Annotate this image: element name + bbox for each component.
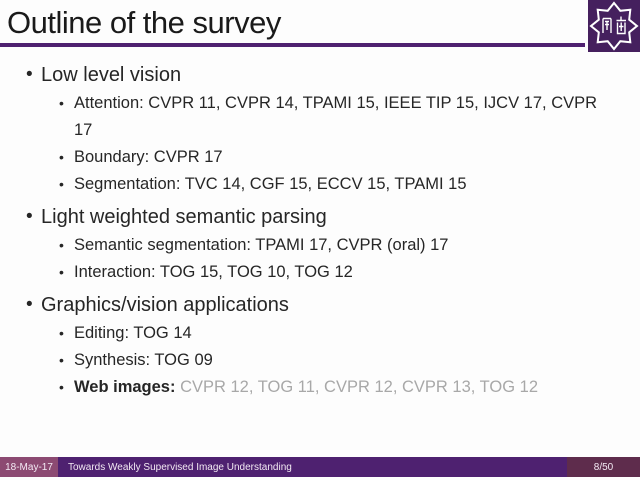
- bullet-text: Low level vision: [41, 64, 182, 86]
- bullet-item-level-2: • Editing: TOG 14: [0, 320, 640, 347]
- bullet-text: Light weighted semantic parsing: [41, 206, 327, 228]
- bullet-text: Interaction: TOG 15, TOG 10, TOG 12: [74, 263, 353, 281]
- muted-citations: CVPR 12, TOG 11, CVPR 12, CVPR 13, TOG 1…: [180, 378, 539, 396]
- bullet-text: Editing: TOG 14: [74, 324, 192, 342]
- bullet-text: Synthesis: TOG 09: [74, 351, 213, 369]
- bullet-item-level-2: • Boundary: CVPR 17: [0, 144, 640, 171]
- bullet-marker: •: [59, 325, 64, 341]
- bullet-marker: •: [59, 149, 64, 165]
- bullet-item-level-1: • Low level vision: [0, 60, 640, 90]
- bullet-text: Attention: CVPR 11, CVPR 14, TPAMI 15, I…: [74, 94, 598, 139]
- bullet-text: Boundary: CVPR 17: [74, 148, 223, 166]
- footer-bar: 18-May-17 Towards Weakly Supervised Imag…: [0, 457, 640, 477]
- bullet-marker: •: [59, 264, 64, 280]
- bullet-marker: •: [26, 294, 33, 315]
- bullet-item-level-2: • Segmentation: TVC 14, CGF 15, ECCV 15, …: [0, 171, 640, 198]
- bullet-item-level-2: • Attention: CVPR 11, CVPR 14, TPAMI 15, …: [0, 90, 640, 144]
- bullet-marker: •: [59, 379, 64, 395]
- bullet-marker: •: [59, 237, 64, 253]
- footer-date: 18-May-17: [0, 457, 58, 477]
- bullet-item-level-2: • Web images: CVPR 12, TOG 11, CVPR 12, C…: [0, 374, 640, 401]
- footer-deck-title: Towards Weakly Supervised Image Understa…: [58, 457, 567, 477]
- bullet-marker: •: [59, 352, 64, 368]
- bullet-item-level-1: • Light weighted semantic parsing: [0, 202, 640, 232]
- slide-title: Outline of the survey: [7, 5, 281, 40]
- nankai-university-logo-icon: [588, 0, 640, 52]
- title-underline: [0, 43, 585, 47]
- octagram-emblem-icon: [589, 1, 639, 51]
- bullet-text: Web images: CVPR 12, TOG 11, CVPR 12, CV…: [74, 378, 539, 396]
- bullet-text: Segmentation: TVC 14, CGF 15, ECCV 15, T…: [74, 175, 467, 193]
- bullet-text: Graphics/vision applications: [41, 294, 289, 316]
- outline-list: • Low level vision • Attention: CVPR 11, CV…: [0, 56, 640, 401]
- bullet-item-level-2: • Interaction: TOG 15, TOG 10, TOG 12: [0, 259, 640, 286]
- bullet-item-level-2: • Semantic segmentation: TPAMI 17, CVPR (…: [0, 232, 640, 259]
- bullet-marker: •: [59, 176, 64, 192]
- bullet-marker: •: [26, 206, 33, 227]
- bullet-item-level-2: • Synthesis: TOG 09: [0, 347, 640, 374]
- bullet-marker: •: [26, 64, 33, 85]
- bullet-marker: •: [59, 95, 64, 111]
- footer-page-number: 8/50: [567, 457, 640, 477]
- bullet-item-level-1: • Graphics/vision applications: [0, 290, 640, 320]
- bullet-text: Semantic segmentation: TPAMI 17, CVPR (o…: [74, 236, 449, 254]
